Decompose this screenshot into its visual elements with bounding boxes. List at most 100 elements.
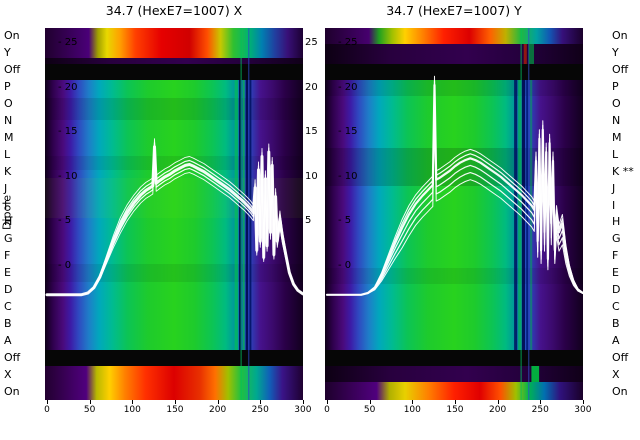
row-label-right: N [612, 113, 621, 127]
row-label-left: H [4, 215, 13, 229]
row-label-left: G [4, 232, 13, 246]
row-label-right: B [612, 317, 620, 331]
row-label-left: E [4, 266, 11, 280]
heatmap-stripe [521, 80, 525, 350]
row-label-right: G [612, 232, 621, 246]
x-tick-label: 250 [251, 405, 269, 415]
row-label-left: On [4, 29, 20, 42]
row-label-left: Off [4, 351, 21, 365]
row-label-right: X [612, 368, 620, 381]
row-label-left: F [4, 249, 11, 263]
row-label-right: Off [612, 351, 629, 365]
row-label-left: M [4, 130, 14, 144]
panel-title-y: 34.7 (HexE7=1007) Y [386, 3, 522, 18]
x-tick-label: 50 [83, 405, 96, 415]
heatmap-row-overlay [45, 264, 303, 282]
row-label-left: On [4, 384, 20, 398]
row-label-left: O [4, 96, 13, 110]
x-tick-mark [412, 400, 414, 404]
y-tick-label: - 0 [338, 260, 352, 271]
y-tick-label-right: 25 [305, 37, 318, 48]
heatmap-stripe [234, 80, 238, 350]
row-label-left: C [4, 300, 12, 314]
x-tick-label: 0 [324, 405, 330, 415]
x-tick-label: 150 [446, 405, 464, 415]
row-label-left: Y [4, 45, 11, 59]
heatmap-band [325, 382, 583, 400]
heatmap-band [325, 366, 583, 382]
heatmap-row-overlay [45, 98, 303, 120]
row-label-right: H [612, 215, 621, 229]
row-label-left: Off [4, 62, 21, 76]
heatmap-band [45, 350, 303, 366]
heatmap-stripe [248, 28, 250, 400]
x-tick-label: 250 [531, 405, 549, 415]
row-label-right: F [612, 249, 619, 263]
x-tick-mark [89, 400, 91, 404]
heatmap-band [45, 58, 303, 64]
x-tick-label: 100 [403, 405, 421, 415]
heatmap-band [325, 64, 583, 80]
x-tick-label: 200 [209, 405, 227, 415]
heatmap-stripe [531, 366, 540, 382]
row-label-right: I [612, 198, 616, 212]
y-tick-label-right: 15 [305, 126, 318, 138]
heatmap-panel-y [325, 28, 583, 400]
heatmap-stripe [240, 28, 242, 400]
heatmap-band [325, 44, 583, 64]
row-label-right: C [612, 300, 620, 314]
x-tick-mark [174, 400, 176, 404]
x-tick-mark [132, 400, 134, 404]
heatmap-stripe [239, 80, 242, 350]
heatmap-panel-x [45, 28, 303, 400]
x-tick-mark [47, 400, 48, 404]
row-label-right: J [612, 181, 616, 195]
x-tick-mark [497, 400, 499, 404]
x-tick-mark [327, 400, 328, 404]
heatmap-stripe [242, 80, 245, 350]
x-tick-mark [302, 400, 304, 404]
row-label-left: D [4, 283, 13, 297]
heatmap-stripe [520, 28, 522, 400]
y-tick-label-right: 5 [305, 215, 312, 227]
y-tick-label: - 5 [58, 215, 72, 227]
y-tick-label-right: 20 [305, 81, 318, 93]
heatmap-band [45, 28, 303, 58]
y-tick-label: - 20 [58, 81, 78, 93]
row-label-right: A [612, 334, 620, 348]
y-axis-label-dipole: Dipole [0, 194, 14, 231]
heatmap-row-overlay [325, 268, 583, 284]
row-label-right: M [612, 130, 622, 144]
row-label-right: K ** [612, 164, 634, 178]
row-label-right: On [612, 384, 628, 398]
row-label-left: X [4, 368, 12, 381]
heatmap-stripe [523, 44, 527, 64]
row-label-left: B [4, 317, 12, 331]
y-tick-label: - 20 [338, 81, 358, 93]
x-tick-mark [217, 400, 219, 404]
panel-title-x: 34.7 (HexE7=1007) X [105, 3, 243, 18]
heatmap-image [325, 28, 583, 400]
heatmap-stripe [245, 80, 249, 350]
profile-curve [326, 106, 583, 296]
x-tick-label: 100 [123, 405, 141, 415]
x-tick-mark [454, 400, 456, 404]
heatmap-row-overlay [325, 80, 583, 96]
row-label-right: Y [612, 45, 619, 59]
x-tick-label: 150 [166, 405, 184, 415]
row-label-right: O [612, 96, 621, 110]
profile-curve [46, 154, 303, 296]
x-tick-mark [582, 400, 584, 404]
row-label-right: L [612, 147, 619, 161]
row-label-right: On [612, 29, 628, 42]
x-tick-label: 0 [44, 405, 50, 415]
row-label-left: A [4, 334, 12, 348]
y-tick-label: - 15 [338, 126, 358, 138]
x-tick-mark [540, 400, 542, 404]
x-tick-label: 300 [574, 405, 592, 415]
row-label-right: P [612, 79, 619, 93]
row-label-right: D [612, 283, 621, 297]
x-tick-label: 300 [294, 405, 312, 415]
y-tick-label: - 25 [338, 37, 358, 48]
row-label-left: P [4, 79, 11, 93]
